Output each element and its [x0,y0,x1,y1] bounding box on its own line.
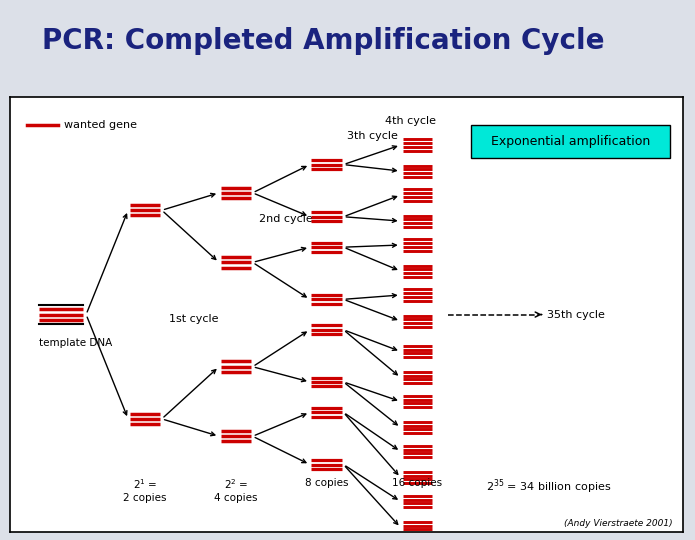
Text: 3th cycle: 3th cycle [347,131,398,141]
Text: $2^{35}$ = 34 billion copies: $2^{35}$ = 34 billion copies [486,477,612,496]
Text: $2^2$ =
4 copies: $2^2$ = 4 copies [214,477,258,503]
Text: Exponential amplification: Exponential amplification [491,135,650,148]
Text: 16 copies: 16 copies [393,477,443,488]
Text: template DNA: template DNA [39,339,113,348]
Text: (Andy Vierstraete 2001): (Andy Vierstraete 2001) [564,519,673,529]
Text: 2nd cycle: 2nd cycle [259,214,313,224]
Text: 35th cycle: 35th cycle [546,309,605,320]
Text: 8 copies: 8 copies [305,477,348,488]
Text: 4th cycle: 4th cycle [385,116,436,126]
FancyBboxPatch shape [471,125,670,158]
Text: 1st cycle: 1st cycle [168,314,218,324]
Text: wanted gene: wanted gene [64,120,137,131]
Text: PCR: Completed Amplification Cycle: PCR: Completed Amplification Cycle [42,28,604,55]
Text: $2^1$ =
2 copies: $2^1$ = 2 copies [123,477,167,503]
